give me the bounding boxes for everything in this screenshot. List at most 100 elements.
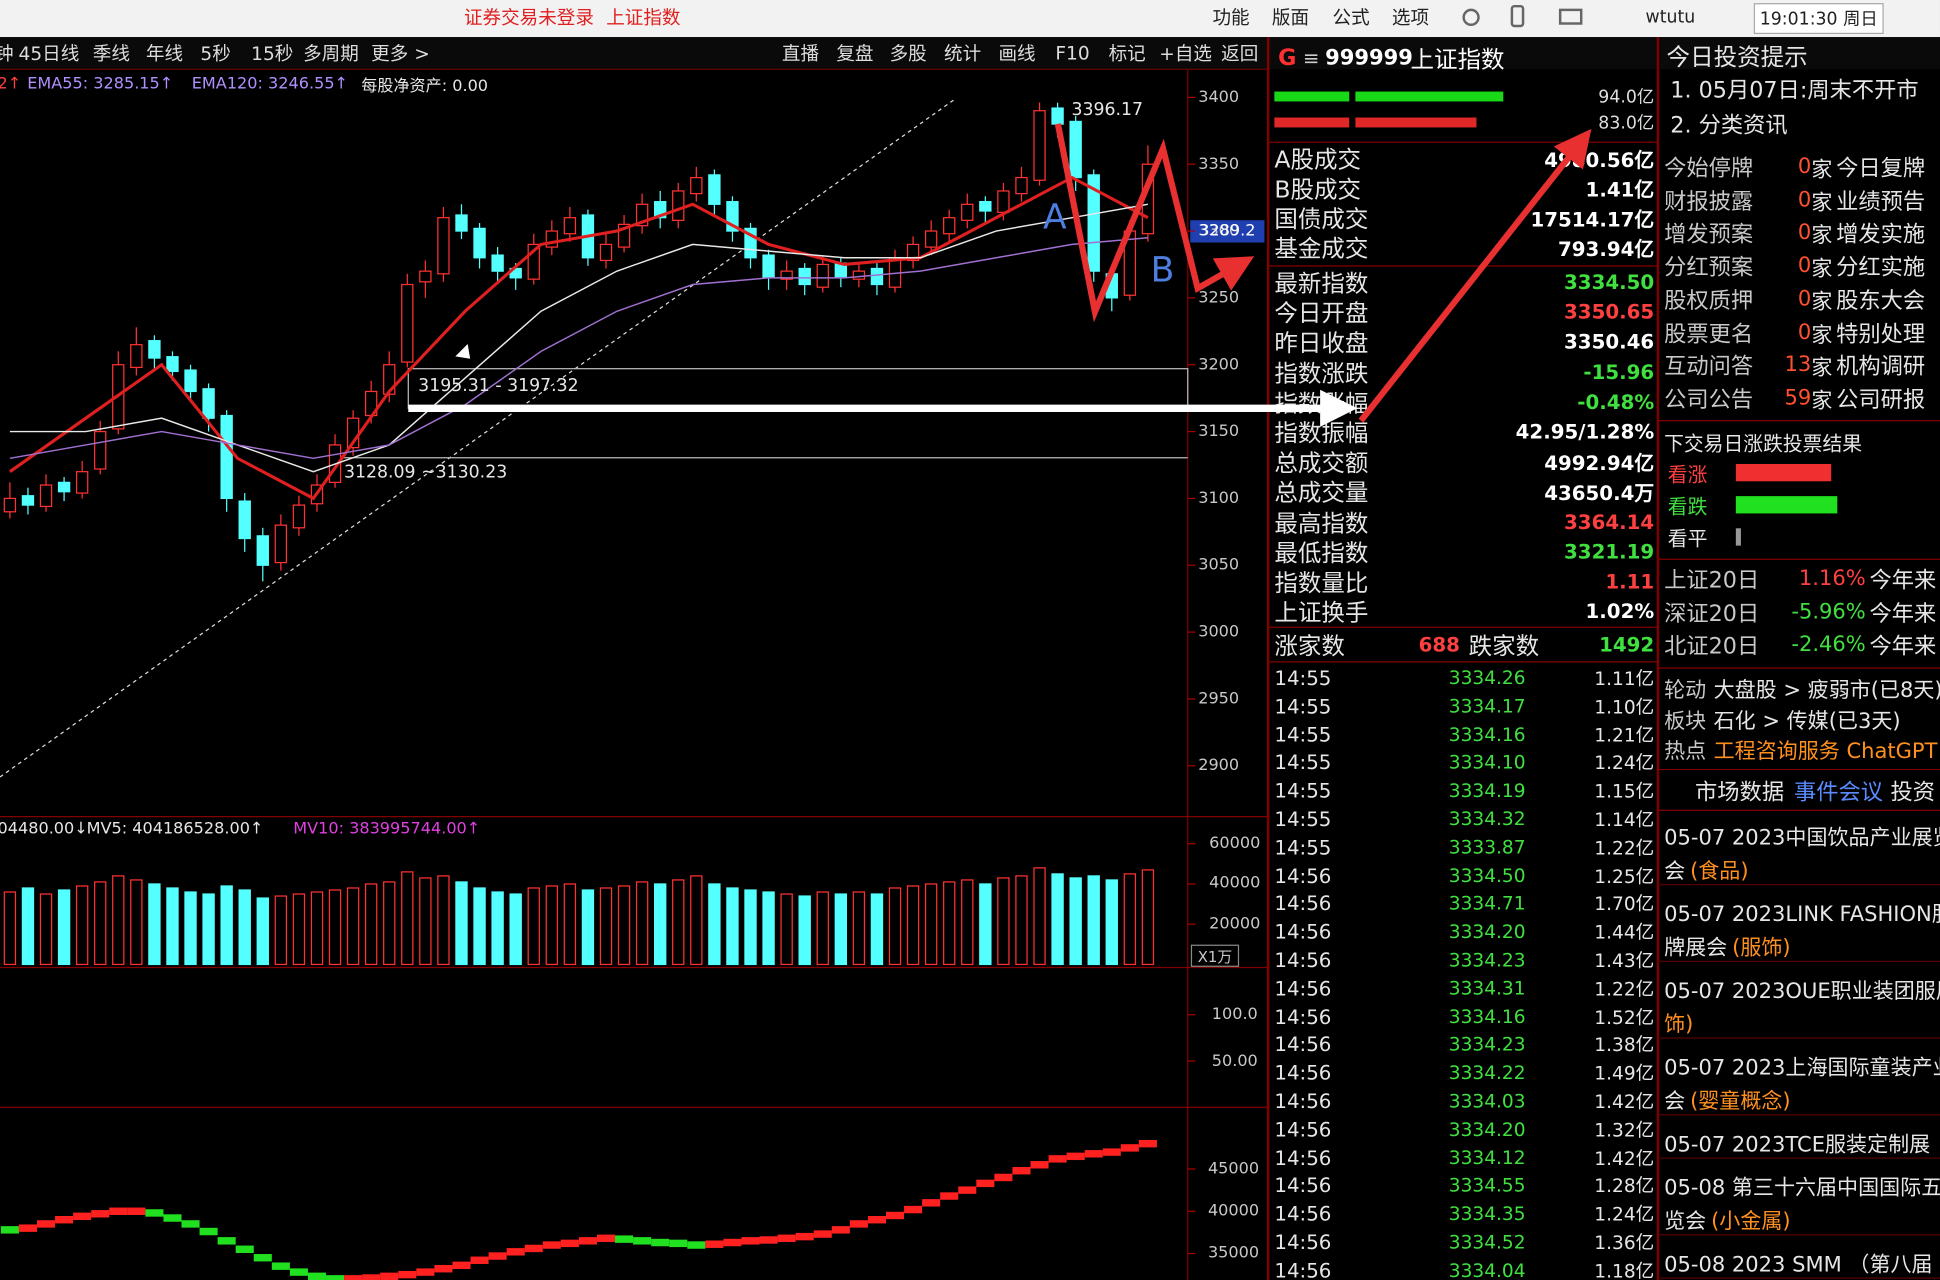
- ma-line: [9, 236, 1148, 460]
- toolbar-button[interactable]: F10: [1055, 42, 1090, 65]
- info-tab[interactable]: 市场数据: [1695, 779, 1785, 806]
- period-tab[interactable]: 钟: [0, 40, 14, 66]
- price-annotation: 3128.09 ~3130.23: [343, 462, 508, 483]
- news-title[interactable]: 05-08 第三十六届中国国际五: [1664, 1175, 1940, 1201]
- breadth-point: [271, 1262, 290, 1270]
- legend-item: EMA55: 3285.15↑: [27, 74, 174, 94]
- candle-body: [852, 270, 866, 280]
- tick-amount: 1.42亿: [1594, 1147, 1655, 1170]
- volume-bar: [256, 897, 269, 966]
- toolbar-button[interactable]: 多股: [889, 42, 927, 65]
- tick-time: 14:56: [1274, 1117, 1332, 1142]
- volume-bar: [238, 889, 251, 966]
- toolbar-button[interactable]: +自选: [1159, 42, 1212, 65]
- tick-time: 14:56: [1274, 1258, 1332, 1280]
- period-tab[interactable]: 45日线: [18, 42, 80, 65]
- toolbar-button[interactable]: 直播: [781, 42, 820, 65]
- event-unit: 家: [1811, 190, 1833, 216]
- event-unit: 家: [1811, 289, 1833, 315]
- toolbar-button[interactable]: 复盘: [836, 42, 874, 65]
- refresh-icon[interactable]: [1462, 8, 1480, 26]
- breadth-point: [199, 1227, 218, 1236]
- row-label: 昨日收盘: [1274, 330, 1369, 358]
- tick-price: 3334.16: [1448, 1005, 1526, 1028]
- toolbar-button[interactable]: 统计: [944, 42, 982, 65]
- breadth-point: [759, 1236, 778, 1244]
- breadth-point: [91, 1210, 110, 1218]
- news-title: 牌展会: [1664, 935, 1728, 961]
- event-label: 增发预案: [1664, 221, 1754, 248]
- volume-bar: [455, 881, 468, 966]
- volume-bar: [57, 889, 71, 966]
- volume-bar: [220, 885, 233, 966]
- event-count: 0: [1797, 253, 1812, 279]
- menu-item[interactable]: 公式: [1332, 6, 1370, 30]
- period-tab[interactable]: 季线: [92, 42, 130, 65]
- breadth-point: [867, 1215, 886, 1224]
- news-title[interactable]: 05-07 2023TCE服装定制展: [1664, 1132, 1931, 1158]
- event-label: 分红实施: [1836, 254, 1926, 281]
- toolbar-button[interactable]: 返回: [1221, 42, 1259, 65]
- news-title[interactable]: 05-07 2023OUE职业装团服展: [1664, 979, 1940, 1005]
- tick-price: 3334.31: [1448, 977, 1526, 1000]
- breadth-point: [127, 1207, 146, 1215]
- breadth-point: [904, 1205, 923, 1214]
- event-count: 0: [1797, 220, 1812, 246]
- period-tab[interactable]: 年线: [145, 42, 184, 65]
- volume-bar: [780, 893, 793, 966]
- wave-label: B: [1150, 249, 1175, 291]
- toolbar-button[interactable]: 标记: [1108, 42, 1146, 65]
- menu-item[interactable]: 选项: [1391, 6, 1430, 30]
- candle-body: [491, 254, 504, 272]
- volume-bar: [3, 891, 17, 966]
- phone-icon[interactable]: [1510, 4, 1525, 28]
- tip: 2. 分类资讯: [1670, 112, 1788, 139]
- volume-bar: [1087, 875, 1100, 966]
- y-tick-label: 100.0: [1211, 1005, 1258, 1025]
- event-count: 13: [1784, 352, 1812, 378]
- strength-bar: [1274, 117, 1477, 128]
- toolbar-button[interactable]: 画线: [998, 42, 1036, 65]
- news-title[interactable]: 05-07 2023上海国际童装产业: [1664, 1055, 1940, 1081]
- period-tab[interactable]: 多周期: [303, 42, 359, 65]
- tick-price: 3334.26: [1448, 666, 1526, 690]
- volume-bar: [364, 883, 378, 966]
- menu-item[interactable]: 版面: [1271, 6, 1310, 30]
- breadth-point: [181, 1220, 200, 1228]
- menu-item[interactable]: 功能: [1212, 6, 1250, 30]
- vote-bar: [1735, 463, 1832, 482]
- tick-amount: 1.14亿: [1594, 808, 1655, 831]
- price-tag: 3289.2: [1199, 222, 1256, 241]
- volume-bar: [545, 885, 558, 966]
- candle-body: [780, 270, 793, 280]
- mail-icon[interactable]: [1558, 8, 1583, 25]
- news-title[interactable]: 05-07 2023LINK FASHION服: [1664, 902, 1940, 928]
- candle-body: [599, 243, 613, 262]
- tick-time: 14:56: [1274, 948, 1332, 972]
- breadth-point: [506, 1248, 525, 1256]
- breadth-point: [1066, 1152, 1085, 1161]
- volume-bar: [130, 879, 143, 966]
- volume-bar: [690, 875, 703, 966]
- volume-bar: [383, 881, 396, 966]
- info-tab[interactable]: 事件会议: [1793, 779, 1884, 806]
- news-title[interactable]: 05-08 2023 SMM （第八届: [1664, 1252, 1933, 1278]
- breadth-point: [470, 1256, 489, 1264]
- volume-bar: [961, 879, 974, 966]
- breadth-point: [1012, 1166, 1031, 1175]
- period-tab[interactable]: 15秒: [251, 42, 294, 65]
- breadth-point: [994, 1173, 1013, 1182]
- breadth-point: [615, 1235, 634, 1243]
- row-value: 3321.19: [1564, 539, 1655, 564]
- info-tab[interactable]: 投资: [1890, 779, 1936, 806]
- news-title[interactable]: 05-07 2023中国饮品产业展览: [1664, 825, 1940, 851]
- tick-amount: 1.21亿: [1594, 723, 1655, 747]
- breadth-point: [326, 1275, 345, 1280]
- candle-body: [906, 243, 920, 262]
- period-tab[interactable]: 5秒: [200, 42, 231, 65]
- marker-triangle: [455, 343, 471, 359]
- breadth-point: [723, 1238, 742, 1247]
- row-label: 国债成交: [1274, 206, 1369, 234]
- y-tick-label: 3250: [1198, 288, 1240, 308]
- period-tab[interactable]: 更多 >: [371, 42, 430, 65]
